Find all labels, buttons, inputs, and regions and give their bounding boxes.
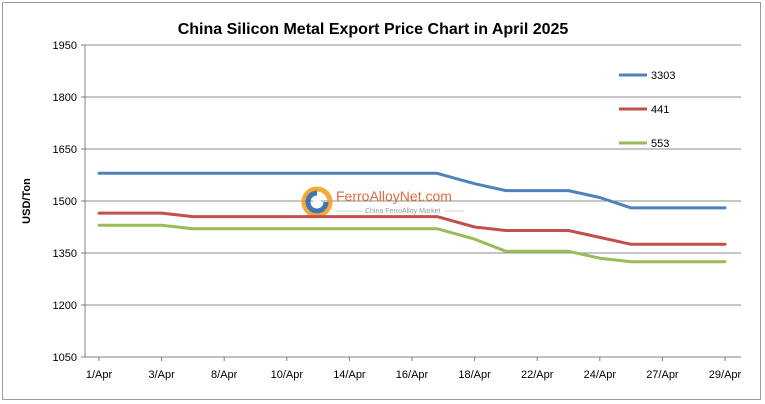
chart-title: China Silicon Metal Export Price Chart i… xyxy=(178,21,569,38)
chart-frame: 1050 1200 1350 1500 1650 1800 1950 1/Apr 3/Apr 8… xyxy=(2,2,761,400)
x-tick-label: 1/Apr xyxy=(86,369,113,381)
x-tick-label: 10/Apr xyxy=(271,369,304,381)
y-tick-label: 1800 xyxy=(53,92,77,104)
legend-label: 441 xyxy=(651,104,669,116)
legend-label: 3303 xyxy=(651,70,675,82)
x-tick-label: 8/Apr xyxy=(211,369,238,381)
series-lines xyxy=(97,171,727,264)
y-tick-label: 1200 xyxy=(53,300,77,312)
y-tick-labels: 1050 1200 1350 1500 1650 1800 1950 xyxy=(53,40,77,364)
x-tick-label: 3/Apr xyxy=(148,369,175,381)
series-line-553 xyxy=(97,223,727,264)
y-tick-label: 1050 xyxy=(53,352,77,364)
y-tick-label: 1350 xyxy=(53,248,77,260)
x-tick-label: 18/Apr xyxy=(458,369,491,381)
watermark: FerroAlloyNet.com China FerroAlloy Marke… xyxy=(301,186,464,218)
x-tick-label: 27/Apr xyxy=(646,369,679,381)
gridlines xyxy=(81,44,741,358)
legend-label: 553 xyxy=(651,138,669,150)
y-tick-label: 1650 xyxy=(53,144,77,156)
line-chart: 1050 1200 1350 1500 1650 1800 1950 1/Apr 3/Apr 8… xyxy=(21,21,742,381)
x-tick-label: 22/Apr xyxy=(521,369,554,381)
x-tick-label: 14/Apr xyxy=(333,369,366,381)
watermark-brand: FerroAlloyNet.com xyxy=(336,188,452,204)
legend: 3303 441 553 xyxy=(619,70,675,150)
x-tick-label: 29/Apr xyxy=(709,369,742,381)
y-tick-label: 1500 xyxy=(53,196,77,208)
y-tick-label: 1950 xyxy=(53,40,77,52)
series-line-441 xyxy=(97,211,727,246)
y-axis-title: USD/Ton xyxy=(21,178,33,224)
x-tick-labels: 1/Apr 3/Apr 8/Apr 10/Apr 14/Apr 16/Apr 18/Apr 2… xyxy=(86,369,742,381)
series-line-3303 xyxy=(97,171,727,210)
axes xyxy=(84,45,741,361)
x-tick-label: 24/Apr xyxy=(584,369,617,381)
watermark-logo-icon xyxy=(301,186,333,218)
watermark-tagline: China FerroAlloy Market xyxy=(365,208,441,215)
x-tick-label: 16/Apr xyxy=(396,369,429,381)
